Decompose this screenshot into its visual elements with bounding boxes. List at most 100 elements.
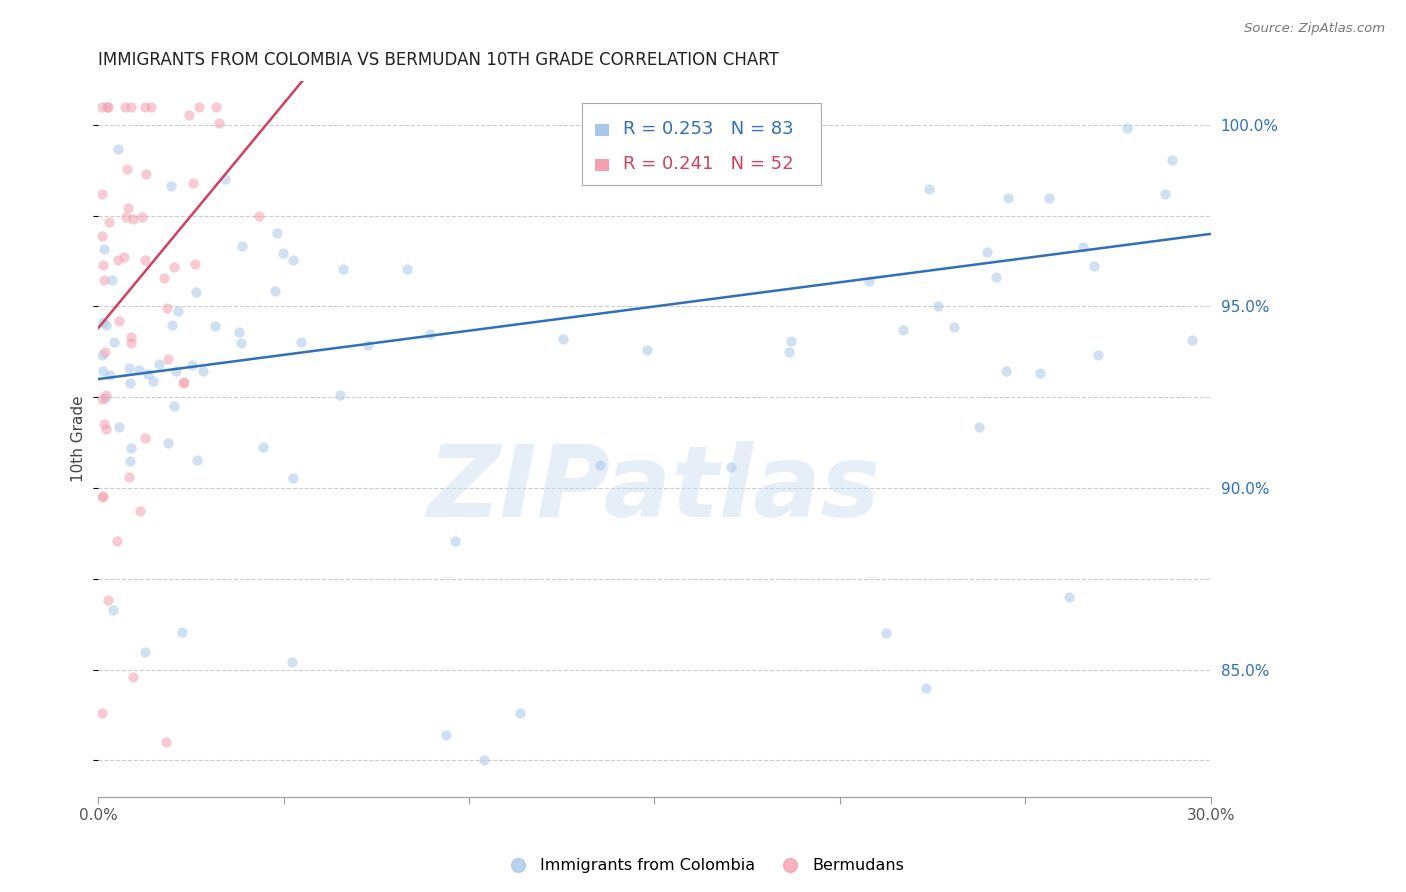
Point [177, 108, 200, 122]
Point [90, 392, 112, 406]
Point [1115, 120, 1137, 135]
FancyBboxPatch shape [596, 124, 609, 136]
FancyBboxPatch shape [582, 103, 821, 185]
Point [118, 361, 141, 376]
Point [160, 179, 183, 194]
Point [128, 363, 150, 377]
Point [94, 388, 117, 402]
Point [93, 242, 115, 256]
Point [115, 162, 138, 177]
Point [107, 252, 129, 267]
Point [184, 285, 207, 300]
Point [156, 301, 179, 315]
Point [166, 303, 188, 318]
Point [472, 753, 495, 767]
FancyBboxPatch shape [596, 159, 609, 171]
Point [780, 334, 803, 349]
Point [188, 100, 211, 114]
Point [444, 534, 467, 549]
Point [995, 364, 1018, 378]
Point [290, 334, 312, 349]
Point [94, 318, 117, 332]
Point [163, 260, 186, 274]
Point [918, 181, 941, 195]
Point [357, 337, 380, 351]
Point [332, 261, 354, 276]
Point [107, 420, 129, 434]
Point [281, 656, 304, 670]
Point [231, 238, 253, 252]
Point [589, 458, 612, 472]
Point [118, 470, 141, 484]
Point [101, 273, 124, 287]
Point [153, 271, 176, 285]
Point [891, 323, 914, 337]
Point [155, 735, 177, 749]
Point [134, 645, 156, 659]
Point [1154, 187, 1177, 202]
Text: IMMIGRANTS FROM COLOMBIA VS BERMUDAN 10TH GRADE CORRELATION CHART: IMMIGRANTS FROM COLOMBIA VS BERMUDAN 10T… [98, 51, 779, 69]
Point [98, 368, 121, 383]
Point [165, 364, 187, 378]
Point [90, 706, 112, 721]
Point [93, 489, 115, 503]
Point [94, 422, 117, 436]
Point [105, 534, 128, 549]
Point [247, 209, 270, 223]
Point [122, 211, 145, 226]
Point [163, 399, 186, 413]
Point [1057, 590, 1080, 604]
Point [135, 167, 157, 181]
Point [984, 270, 1007, 285]
Point [114, 100, 136, 114]
Point [93, 273, 115, 287]
Point [1083, 259, 1105, 273]
Point [120, 441, 142, 455]
Point [173, 375, 195, 389]
Point [231, 335, 253, 350]
Point [94, 345, 117, 359]
Point [967, 419, 990, 434]
Point [191, 364, 214, 378]
Point [329, 388, 352, 402]
Point [281, 470, 304, 484]
Point [120, 330, 142, 344]
Point [204, 319, 226, 334]
Point [93, 391, 115, 405]
Point [134, 100, 156, 114]
Point [134, 252, 156, 267]
Point [120, 454, 142, 468]
Point [172, 376, 194, 390]
Point [112, 251, 135, 265]
Point [875, 626, 897, 640]
Point [120, 100, 142, 114]
Point [139, 100, 162, 114]
Point [115, 210, 138, 224]
Point [553, 332, 575, 346]
Point [172, 625, 194, 640]
Point [181, 358, 204, 372]
Point [396, 262, 419, 277]
Point [107, 142, 129, 156]
Point [90, 490, 112, 504]
Point [1029, 366, 1052, 380]
Point [183, 257, 205, 271]
Point [93, 417, 115, 431]
Point [204, 100, 226, 114]
Point [266, 227, 288, 241]
Point [120, 376, 142, 390]
Point [927, 299, 949, 313]
Point [103, 334, 125, 349]
Point [1160, 153, 1182, 167]
Point [419, 326, 441, 341]
Point [976, 245, 998, 260]
Point [228, 326, 250, 340]
Point [692, 170, 714, 185]
Point [90, 348, 112, 362]
Point [90, 229, 112, 244]
Point [117, 202, 139, 216]
Point [108, 314, 131, 328]
Point [281, 253, 304, 268]
Point [122, 670, 145, 684]
Point [90, 100, 112, 114]
